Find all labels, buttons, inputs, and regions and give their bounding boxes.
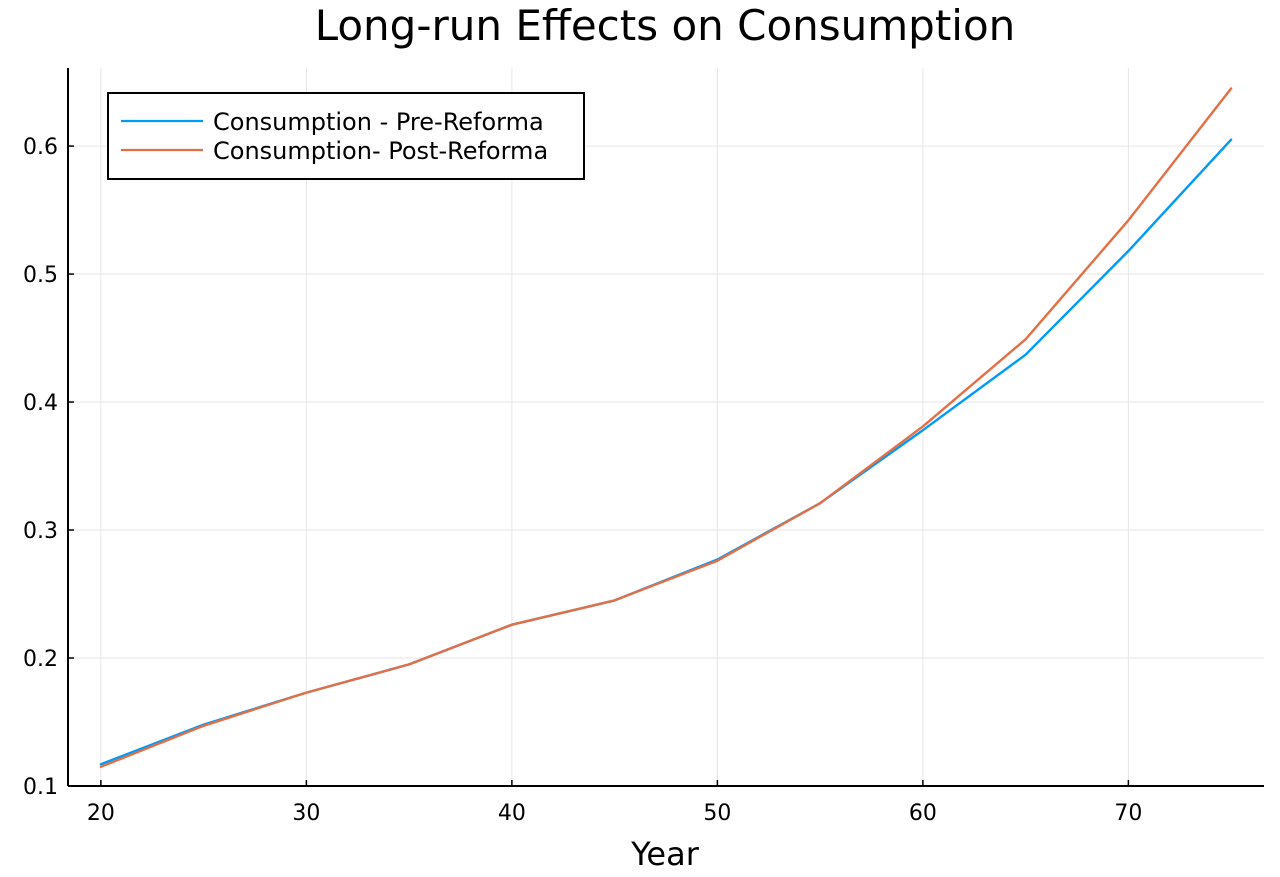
legend-label-pre-reforma: Consumption - Pre-Reforma [213, 108, 544, 136]
legend-box [107, 92, 585, 180]
legend-label-post-reforma: Consumption- Post-Reforma [213, 137, 548, 165]
chart-title: Long-run Effects on Consumption [315, 1, 1016, 50]
series-lines [99, 87, 1233, 768]
y-tick-label: 0.6 [23, 135, 58, 160]
series-line-pre-reforma [99, 138, 1233, 766]
axes [67, 68, 1264, 787]
ticks: 20 30 40 50 60 70 0.1 0.2 0.3 0.4 0.5 0.6 [23, 135, 1142, 826]
x-tick-label: 70 [1114, 801, 1142, 826]
x-tick-label: 30 [292, 801, 320, 826]
x-tick-label: 40 [498, 801, 526, 826]
x-tick-label: 60 [909, 801, 937, 826]
y-tick-label: 0.5 [23, 263, 58, 288]
y-tick-label: 0.1 [23, 775, 58, 800]
y-tick-label: 0.4 [23, 391, 58, 416]
x-axis-label: Year [630, 835, 700, 873]
y-tick-label: 0.2 [23, 647, 58, 672]
x-tick-label: 20 [87, 801, 115, 826]
y-tick-label: 0.3 [23, 519, 58, 544]
legend: Consumption - Pre-Reforma Consumption- P… [107, 92, 585, 180]
series-line-post-reforma [99, 87, 1233, 768]
x-tick-label: 50 [703, 801, 731, 826]
